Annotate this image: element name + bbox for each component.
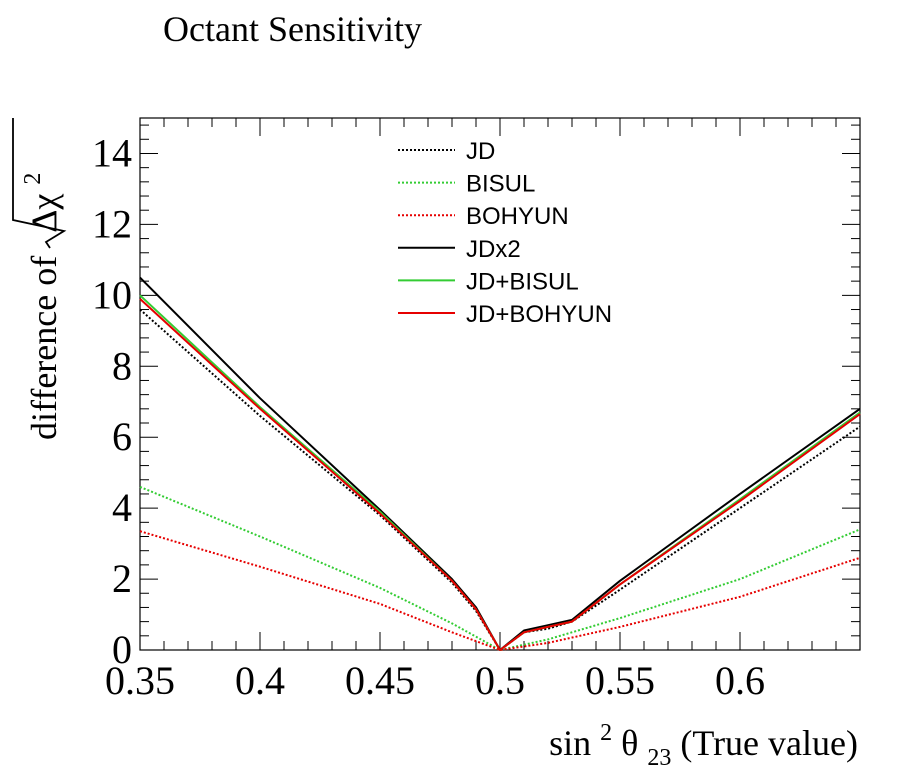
x-tick-label: 0.5 [475, 658, 525, 703]
x-axis-label: sin 2 θ 23 (True value) [549, 708, 858, 773]
legend-label-jd-bisul: JD+BISUL [466, 268, 579, 295]
x-tick-label: 0.35 [105, 658, 175, 703]
series-line-jdx2 [139, 276, 861, 651]
chart-title: Octant Sensitivity [163, 9, 422, 49]
legend-label-bohyun: BOHYUN [466, 203, 569, 230]
sqrt-radical [12, 118, 67, 249]
series-line-bisul [139, 485, 861, 651]
legend-label-jd-bohyun: JD+BOHYUN [466, 301, 612, 328]
y-tick-label: 4 [112, 485, 132, 530]
x-axis-label-sub: 23 [647, 745, 671, 771]
series-line-jd-bisul [139, 294, 861, 651]
series-line-jd [139, 308, 861, 651]
y-tick-label: 2 [112, 556, 132, 601]
plot-frame [139, 117, 861, 651]
x-axis-label-theta: θ [621, 723, 638, 763]
series-line-bohyun [139, 530, 861, 651]
y-tick-label: 10 [92, 272, 132, 317]
y-axis-label-sup: 2 [20, 173, 46, 185]
y-tick-label: 6 [112, 414, 132, 459]
x-axis-label-suffix: (True value) [680, 723, 858, 763]
svg-text:difference of Δχ 2: difference of Δχ 2 [20, 173, 64, 440]
x-axis-label-prefix: sin [549, 723, 591, 763]
legend-label-jdx2: JDx2 [466, 236, 521, 263]
y-axis-label: difference of Δχ 2 [12, 118, 67, 440]
y-axis-label-text: difference of [24, 256, 64, 440]
x-tick-label: 0.45 [345, 658, 415, 703]
y-tick-label: 0 [112, 627, 132, 672]
y-tick-label: 12 [92, 201, 132, 246]
series-layer [139, 276, 861, 651]
legend-label-bisul: BISUL [466, 171, 535, 198]
x-axis: 0.35 0.4 0.45 0.5 0.55 0.6 [105, 118, 861, 703]
legend: JD BISUL BOHYUN JDx2 JD+BISUL JD+BOHYUN [398, 138, 612, 328]
y-tick-label: 14 [92, 130, 132, 175]
x-tick-label: 0.55 [585, 658, 655, 703]
x-tick-label: 0.6 [715, 658, 765, 703]
y-axis: 0 2 4 6 8 10 12 14 [92, 124, 860, 672]
x-axis-label-sup: 2 [600, 720, 612, 746]
series-line-jd-bohyun [139, 298, 861, 651]
x-tick-label: 0.4 [235, 658, 285, 703]
legend-label-jd: JD [466, 138, 495, 165]
y-tick-label: 8 [112, 343, 132, 388]
